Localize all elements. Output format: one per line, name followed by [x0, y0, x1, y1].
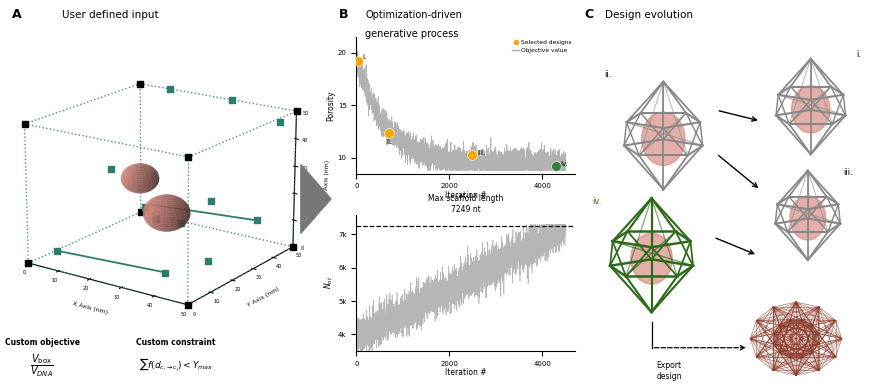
Text: i.: i. [856, 50, 862, 59]
Circle shape [790, 196, 825, 240]
Text: iii.: iii. [843, 168, 853, 177]
Legend: Selected designs, Objective value: Selected designs, Objective value [512, 40, 572, 53]
Text: Optimization-driven: Optimization-driven [365, 9, 462, 20]
X-axis label: Iteration #: Iteration # [444, 191, 487, 200]
Text: ii.: ii. [386, 139, 392, 145]
Text: B: B [339, 7, 348, 21]
Text: Export
design: Export design [656, 361, 682, 381]
Text: iv.: iv. [561, 161, 568, 167]
Y-axis label: Y Axis (nm): Y Axis (nm) [246, 286, 280, 308]
Circle shape [791, 86, 830, 133]
Text: User defined input: User defined input [62, 9, 158, 20]
Title: Max scaffold length
7249 nt: Max scaffold length 7249 nt [428, 193, 503, 214]
X-axis label: Iteration #: Iteration # [444, 368, 487, 377]
Text: $\sum f(d_{c_i \rightarrow c_j}) < Y_{max}$: $\sum f(d_{c_i \rightarrow c_j}) < Y_{ma… [139, 356, 213, 374]
Y-axis label: $N_{nt}$: $N_{nt}$ [323, 276, 335, 289]
Text: i.: i. [363, 54, 367, 60]
Polygon shape [301, 165, 331, 233]
Text: A: A [11, 7, 21, 21]
Y-axis label: Porosity: Porosity [326, 90, 335, 121]
Point [466, 152, 480, 158]
Text: generative process: generative process [365, 29, 458, 39]
X-axis label: X Axis (nm): X Axis (nm) [72, 301, 108, 315]
Circle shape [631, 233, 672, 284]
Text: ii.: ii. [605, 70, 612, 79]
Point [549, 163, 563, 169]
Circle shape [642, 112, 685, 165]
Text: C: C [584, 7, 593, 21]
Text: Custom constraint: Custom constraint [136, 338, 216, 347]
Text: iv.: iv. [592, 197, 602, 206]
Point [351, 58, 365, 64]
Text: Custom objective: Custom objective [4, 338, 80, 347]
Text: $\dfrac{V_{\rm box}}{V_{DNA}}$: $\dfrac{V_{\rm box}}{V_{DNA}}$ [30, 352, 55, 379]
Text: Design evolution: Design evolution [605, 9, 693, 20]
Point [382, 129, 396, 136]
Text: iii.: iii. [477, 149, 486, 156]
